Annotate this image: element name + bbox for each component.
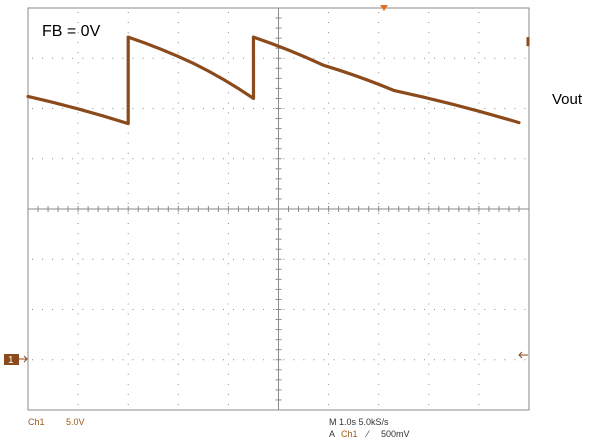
trigger-level: 500mV: [381, 429, 410, 439]
annotation-label: FB = 0V: [42, 23, 101, 40]
trigger-position-marker: [380, 5, 388, 11]
trigger-source: Ch1: [341, 429, 358, 439]
waveform: [26, 35, 530, 126]
trigger-prefix: A: [329, 429, 335, 439]
channel-marker-label: 1: [8, 355, 14, 366]
timebase-readout: M 1.0s 5.0kS/s: [329, 417, 389, 427]
graticule: [27, 7, 530, 411]
signal-label: Vout: [552, 91, 583, 108]
trigger-level-marker: [518, 351, 528, 359]
trigger-slope-icon: ⁄: [365, 429, 370, 439]
vout-trace: [26, 35, 521, 126]
channel-name: Ch1: [28, 417, 45, 427]
channel-scale: 5.0V: [66, 417, 85, 427]
ground-level-arrow: [19, 355, 28, 363]
channel-marker[interactable]: [4, 354, 19, 365]
